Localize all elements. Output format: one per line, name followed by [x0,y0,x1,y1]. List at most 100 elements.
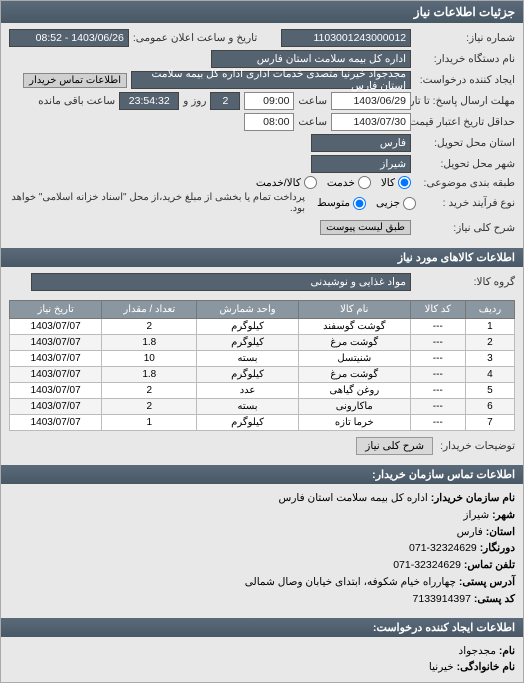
time-suffix-label: ساعت باقی مانده [38,95,115,107]
table-header-row: ردیف کد کالا نام کالا واحد شمارش تعداد /… [10,301,515,319]
table-row[interactable]: 6---ماکارونیبسته21403/07/07 [10,399,515,415]
table-row[interactable]: 3---شنیتسلبسته101403/07/07 [10,351,515,367]
province-label: استان محل تحویل: [415,137,515,149]
c-family-label: نام خانوادگی: [457,661,515,673]
table-cell: کیلوگرم [197,335,299,351]
buyer-org-field: اداره کل بیمه سلامت استان فارس [211,50,411,68]
c-fax: 32324629-071 [409,542,477,554]
radio-medium-input[interactable] [353,197,366,210]
radio-goods[interactable]: کالا [381,176,411,189]
table-cell: --- [410,351,465,367]
table-cell: بسته [197,399,299,415]
th-unit: واحد شمارش [197,301,299,319]
panel-title: جزئیات اطلاعات نیاز [414,5,515,19]
table-cell: 2 [465,335,514,351]
th-qty: تعداد / مقدار [102,301,197,319]
radio-goods-input[interactable] [398,176,411,189]
th-date: تاریخ نیاز [10,301,102,319]
table-row[interactable]: 2---گوشت مرغکیلوگرم1.81403/07/07 [10,335,515,351]
table-row[interactable]: 7---خرما تازهکیلوگرم11403/07/07 [10,415,515,431]
contact-section: نام سازمان خریدار: اداره کل بیمه سلامت ا… [1,484,523,614]
general-desc-button[interactable]: طبق لیست پیوست [320,220,411,235]
table-cell: --- [410,399,465,415]
table-cell: کیلوگرم [197,367,299,383]
c-family: خیرنیا [429,661,454,673]
time-label-1: ساعت [298,95,327,107]
table-row[interactable]: 4---گوشت مرغکیلوگرم1.81403/07/07 [10,367,515,383]
c-phone: 32324629-071 [393,559,461,571]
contact-header-title: اطلاعات تماس سازمان خریدار: [372,469,515,481]
validity-time-field: 08:00 [244,113,294,131]
group-label: گروه کالا: [415,276,515,288]
table-cell: گوشت مرغ [298,367,410,383]
contact-info-button[interactable]: اطلاعات تماس خریدار [23,73,127,88]
th-code: کد کالا [410,301,465,319]
table-cell: --- [410,383,465,399]
table-cell: --- [410,319,465,335]
category-radio-group: کالا خدمت کالا/خدمت [256,176,411,189]
radio-medium[interactable]: متوسط [317,197,366,210]
c-org-label: نام سازمان خریدار: [431,492,515,504]
announce-label: تاریخ و ساعت اعلان عمومی: [133,32,257,44]
radio-small[interactable]: جزیی [376,197,416,210]
form-area: شماره نیاز: 1103001243000012 تاریخ و ساع… [1,23,523,244]
announce-field: 1403/06/26 - 08:52 [9,29,129,47]
table-cell: 10 [102,351,197,367]
table-cell: بسته [197,351,299,367]
c-name: مجدجواد [459,645,496,657]
table-row[interactable]: 1---گوشت گوسفندکیلوگرم21403/07/07 [10,319,515,335]
radio-goods-service[interactable]: کالا/خدمت [256,176,317,189]
table-cell: 2 [102,383,197,399]
table-cell: 1.8 [102,367,197,383]
table-cell: --- [410,335,465,351]
time-label-2: ساعت [298,116,327,128]
table-cell: 1403/07/07 [10,367,102,383]
table-cell: 1403/07/07 [10,351,102,367]
table-cell: گوشت مرغ [298,335,410,351]
general-desc-label: شرح کلی نیاز: [415,222,515,234]
city-field: شیراز [311,155,411,173]
items-section-header: اطلاعات کالاهای مورد نیاز [1,248,523,267]
radio-service-input[interactable] [358,176,371,189]
table-cell: 1403/07/07 [10,415,102,431]
c-phone-label: تلفن تماس: [464,559,515,571]
validity-label: حداقل تاریخ اعتبار قیمت: تا تاریخ: [415,116,515,128]
items-table: ردیف کد کالا نام کالا واحد شمارش تعداد /… [9,300,515,431]
request-no-field: 1103001243000012 [281,29,411,47]
table-cell: شنیتسل [298,351,410,367]
table-row[interactable]: 5---روغن گیاهیعدد21403/07/07 [10,383,515,399]
creator-field: مجدجواد خیرنیا متصدی خدمات اداری اداره ک… [131,71,411,89]
radio-small-input[interactable] [403,197,416,210]
province-field: فارس [311,134,411,152]
contact-section-header: اطلاعات تماس سازمان خریدار: [1,465,523,484]
table-cell: گوشت گوسفند [298,319,410,335]
table-cell: 1403/07/07 [10,335,102,351]
radio-service[interactable]: خدمت [327,176,371,189]
table-cell: عدد [197,383,299,399]
radio-goods-service-input[interactable] [304,176,317,189]
process-note: پرداخت تمام یا بخشی از مبلغ خرید،از محل … [9,192,305,214]
deadline-date-field: 1403/06/29 [331,92,411,110]
table-cell: خرما تازه [298,415,410,431]
table-cell: 1403/07/07 [10,383,102,399]
c-city: شیراز [463,509,489,521]
table-cell: 4 [465,367,514,383]
main-panel: جزئیات اطلاعات نیاز شماره نیاز: 11030012… [0,0,524,683]
table-cell: 7 [465,415,514,431]
table-cell: 2 [102,319,197,335]
table-cell: روغن گیاهی [298,383,410,399]
c-province: فارس [457,526,483,538]
buyer-desc-label: توضیحات خریدار: [440,440,515,452]
table-cell: 2 [102,399,197,415]
table-cell: 5 [465,383,514,399]
table-cell: --- [410,415,465,431]
desc-tab-button[interactable]: شرح کلی نیاز [356,437,433,455]
deadline-label: مهلت ارسال پاسخ: تا تاریخ: [415,95,515,107]
c-postal-label: کد پستی: [474,593,515,605]
category-label: طبقه بندی موضوعی: [415,177,515,189]
table-cell: 1403/07/07 [10,399,102,415]
th-name: نام کالا [298,301,410,319]
validity-date-field: 1403/07/30 [331,113,411,131]
time-remaining-field: 23:54:32 [119,92,179,110]
c-address-label: آدرس پستی: [459,576,515,588]
